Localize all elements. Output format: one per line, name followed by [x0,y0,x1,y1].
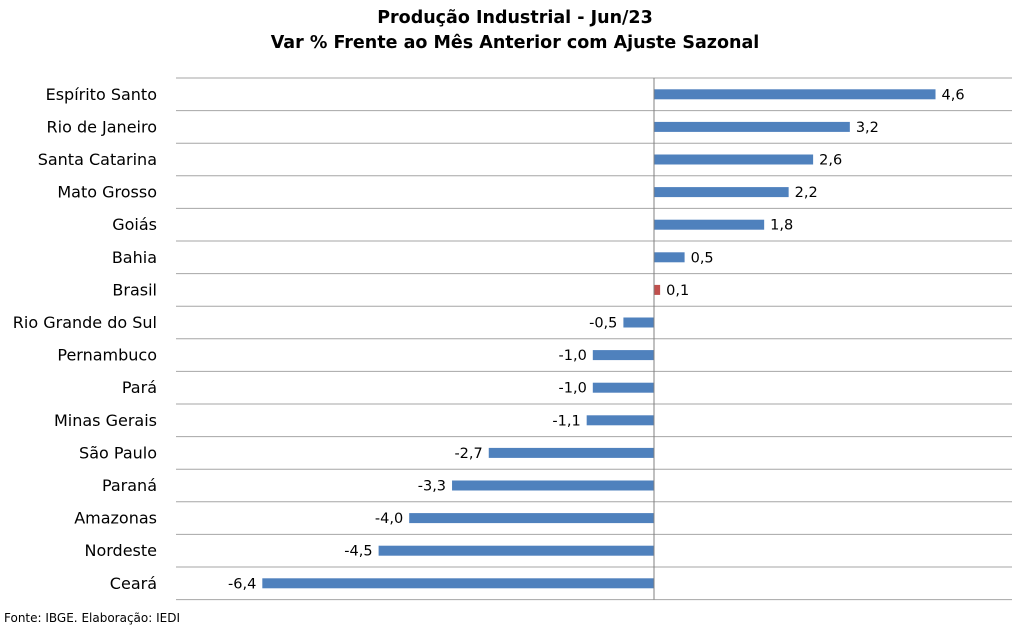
category-label: São Paulo [79,443,157,462]
bar [452,480,654,491]
category-label: Brasil [112,280,157,299]
value-label: 2,2 [795,185,818,201]
category-label: Amazonas [74,509,157,528]
value-label: 0,1 [666,283,689,299]
category-label: Paraná [102,476,157,495]
bar [488,447,654,458]
bar [654,154,814,165]
value-label: -2,7 [454,446,482,462]
value-label: 4,6 [942,87,965,103]
bar [378,545,654,556]
value-label: -1,1 [552,413,580,429]
value-label: 0,5 [691,250,714,266]
category-label: Espírito Santo [46,85,157,104]
bar [586,415,654,426]
value-label: -4,5 [344,544,372,560]
category-label: Rio Grande do Sul [13,313,157,332]
category-label: Minas Gerais [54,411,157,430]
category-label: Bahia [112,248,157,267]
category-label: Pernambuco [57,346,157,365]
bar [592,382,654,393]
bar [409,513,654,524]
source-note: Fonte: IBGE. Elaboração: IEDI [4,611,181,625]
bar [654,284,661,295]
category-label: Pará [122,378,157,397]
bar [654,219,765,230]
bar [654,89,936,100]
bar [592,350,654,361]
category-label: Goiás [112,215,157,234]
chart-title-block: Produção Industrial - Jun/23 Var % Frent… [0,6,1012,56]
value-label: -4,0 [375,511,403,527]
chart-subtitle: Var % Frente ao Mês Anterior com Ajuste … [270,33,760,53]
bar [654,252,685,263]
value-label: 3,2 [856,120,879,136]
value-label: -0,5 [589,316,617,332]
value-label: -6,4 [228,576,256,592]
category-label: Ceará [110,574,157,593]
value-label: 2,6 [819,153,842,169]
value-label: -1,0 [559,381,587,397]
value-label: -3,3 [418,479,446,495]
category-label: Santa Catarina [38,150,157,169]
bar [654,121,850,132]
category-label: Mato Grosso [57,183,157,202]
value-label: -1,0 [559,348,587,364]
category-label: Nordeste [84,541,157,560]
bar [623,317,654,328]
value-label: 1,8 [770,218,793,234]
bar [262,578,654,589]
chart-title: Produção Industrial - Jun/23 [377,8,653,28]
category-label: Rio de Janeiro [47,117,158,136]
bar [654,187,789,198]
